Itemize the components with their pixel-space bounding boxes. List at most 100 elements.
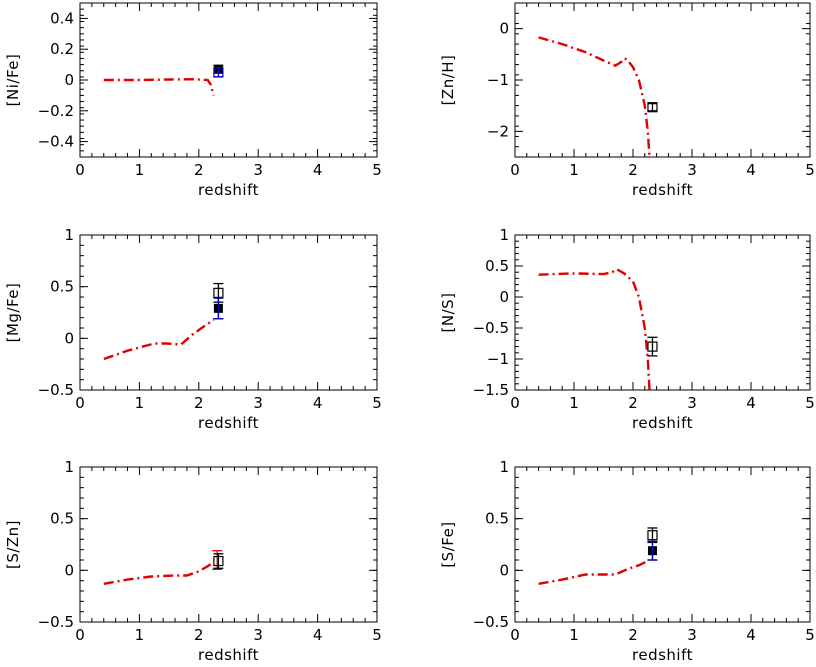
x-tick-label: 5 [372, 394, 382, 412]
data-point [647, 527, 658, 544]
y-tick-label: 0 [499, 20, 509, 38]
open-square-marker [647, 341, 658, 352]
data-point [213, 67, 224, 78]
x-tick-label: 4 [313, 394, 323, 412]
x-tick-label: 3 [253, 161, 263, 179]
model-curve [538, 36, 651, 157]
y-axis-title: [Mg/Fe] [4, 283, 22, 343]
x-tick-label: 0 [75, 394, 85, 412]
y-tick-label: 1 [499, 226, 509, 244]
plot-frame [514, 234, 811, 391]
panel-zn-h: 0 1 2 3 4 5 −2 −1 0 redshift [Zn/H] [439, 2, 815, 199]
y-axis-title: [N/S] [439, 293, 457, 333]
y-tick-label: −0.5 [473, 613, 509, 631]
y-tick-label: −2 [487, 122, 509, 140]
y-tick-label: −1.5 [473, 381, 509, 399]
open-square-marker [213, 555, 224, 567]
y-tick-label: 0.5 [485, 257, 509, 275]
plot-frame [79, 234, 378, 391]
data-point [647, 336, 658, 357]
x-tick-label: 2 [628, 626, 638, 644]
y-tick-label: 1 [499, 458, 509, 476]
model-curve [538, 267, 651, 390]
x-tick-label: 2 [194, 626, 204, 644]
y-tick-label: −1 [487, 350, 509, 368]
y-tick-label: 0 [64, 561, 74, 579]
x-axis-title: redshift [198, 646, 259, 664]
x-tick-label: 5 [805, 394, 815, 412]
x-tick-label: 2 [194, 394, 204, 412]
plot-frame [79, 466, 378, 623]
y-tick-label: 1 [64, 458, 74, 476]
x-tick-label: 0 [510, 394, 520, 412]
y-tick-label: 0 [499, 288, 509, 306]
x-tick-label: 4 [313, 626, 323, 644]
model-curve [103, 318, 215, 361]
x-tick-label: 1 [569, 161, 579, 179]
data-point [647, 102, 658, 113]
y-tick-label: −0.5 [38, 381, 74, 399]
plot-frame [514, 2, 811, 158]
x-tick-label: 4 [746, 626, 756, 644]
x-tick-label: 5 [805, 626, 815, 644]
x-tick-label: 1 [135, 161, 145, 179]
y-tick-label: −0.5 [473, 319, 509, 337]
x-tick-label: 1 [569, 394, 579, 412]
x-tick-label: 3 [687, 161, 697, 179]
y-tick-label: −0.2 [38, 102, 74, 120]
y-axis-title: [S/Zn] [4, 520, 22, 569]
x-tick-label: 1 [135, 394, 145, 412]
panel-n-s: 0 1 2 3 4 5 −1.5 −1 −0.5 0 0.5 1 redshift [N/S] [439, 226, 815, 432]
x-tick-label: 3 [253, 394, 263, 412]
model-curve [103, 77, 215, 96]
x-tick-label: 0 [75, 626, 85, 644]
open-square-marker [647, 530, 658, 541]
x-tick-label: 5 [372, 161, 382, 179]
model-curve [103, 561, 215, 585]
y-tick-label: −0.5 [38, 613, 74, 631]
y-tick-label: 0.2 [50, 40, 74, 58]
x-tick-label: 1 [135, 626, 145, 644]
y-tick-label: 0 [64, 329, 74, 347]
x-tick-label: 4 [746, 161, 756, 179]
y-axis-title: [S/Fe] [439, 521, 457, 567]
data-point [213, 297, 224, 320]
open-square-marker [213, 287, 224, 298]
x-tick-label: 3 [253, 626, 263, 644]
data-point [647, 540, 658, 561]
y-tick-label: −1 [487, 71, 509, 89]
x-tick-label: 5 [805, 161, 815, 179]
x-axis-title: redshift [198, 181, 259, 199]
x-tick-label: 2 [628, 161, 638, 179]
y-tick-label: 0.5 [50, 510, 74, 528]
x-axis-title: redshift [632, 181, 693, 199]
x-tick-label: 5 [372, 626, 382, 644]
x-tick-label: 0 [510, 161, 520, 179]
x-tick-label: 0 [75, 161, 85, 179]
x-axis-title: redshift [632, 414, 693, 432]
x-tick-label: 2 [628, 394, 638, 412]
data-point [213, 553, 224, 569]
y-axis-title: [Zn/H] [439, 55, 457, 106]
open-square-marker [213, 67, 224, 78]
x-tick-label: 3 [687, 626, 697, 644]
plot-frame [514, 466, 811, 623]
y-tick-label: 0.5 [485, 510, 509, 528]
y-tick-label: 0.4 [50, 9, 74, 27]
model-curve [538, 559, 649, 585]
x-tick-label: 2 [194, 161, 204, 179]
y-tick-label: 0.5 [50, 278, 74, 296]
x-tick-label: 4 [746, 394, 756, 412]
x-axis-title: redshift [198, 414, 259, 432]
x-tick-label: 3 [687, 394, 697, 412]
x-tick-label: 4 [313, 161, 323, 179]
x-tick-label: 0 [510, 626, 520, 644]
y-tick-label: 1 [64, 226, 74, 244]
y-tick-label: −0.4 [38, 133, 74, 151]
open-square-marker [647, 102, 658, 113]
x-axis-title: redshift [632, 646, 693, 664]
